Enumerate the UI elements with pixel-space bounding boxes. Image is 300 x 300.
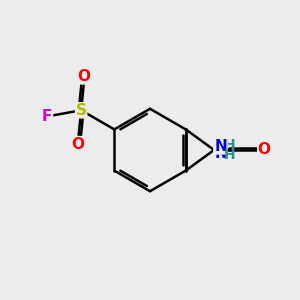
Text: F: F [42, 109, 52, 124]
Text: O: O [258, 142, 271, 158]
Text: O: O [72, 136, 85, 152]
Text: H: H [224, 148, 235, 162]
Text: S: S [76, 103, 87, 118]
Text: H: H [224, 138, 235, 152]
Text: N: N [214, 139, 227, 154]
Text: N: N [214, 146, 227, 161]
Text: O: O [78, 69, 91, 84]
